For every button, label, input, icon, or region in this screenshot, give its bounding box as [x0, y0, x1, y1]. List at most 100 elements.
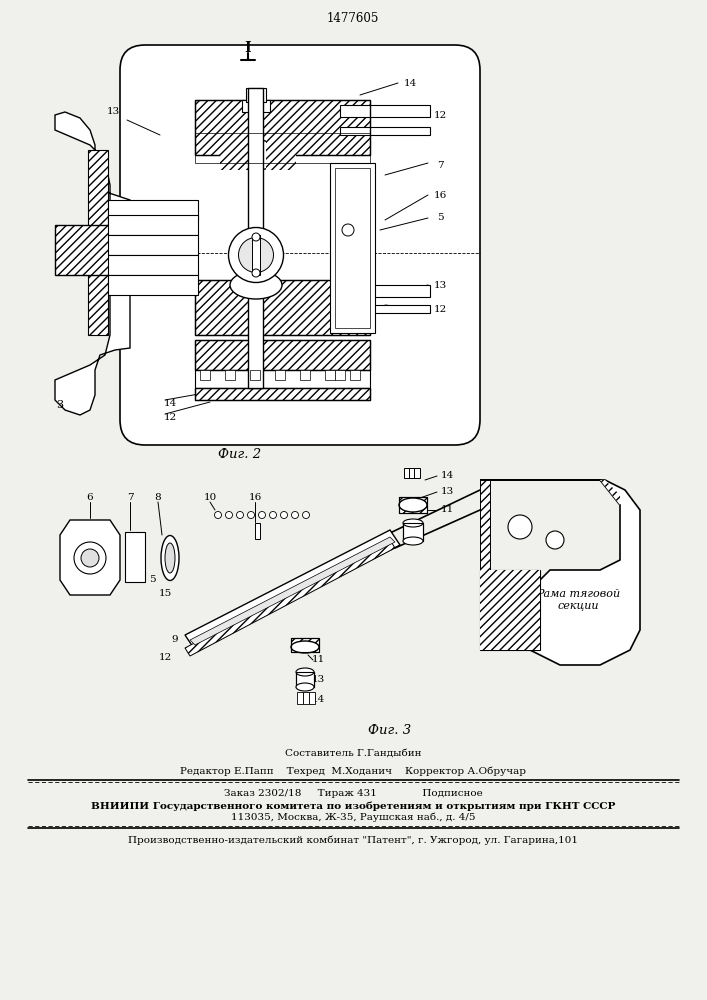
Circle shape — [226, 512, 233, 518]
Bar — [195, 340, 370, 370]
Bar — [225, 370, 235, 380]
Bar — [296, 672, 314, 687]
Text: 12: 12 — [163, 414, 177, 422]
Text: I: I — [245, 41, 251, 55]
Bar — [291, 638, 319, 652]
Bar — [195, 388, 370, 400]
Bar — [399, 497, 427, 513]
Text: 14: 14 — [163, 399, 177, 408]
Bar — [266, 140, 296, 170]
Bar — [399, 497, 427, 513]
Bar — [108, 255, 198, 275]
Bar — [296, 672, 314, 687]
Text: 12: 12 — [158, 654, 172, 662]
Bar — [480, 570, 540, 650]
Bar — [246, 88, 266, 102]
Bar — [330, 163, 375, 333]
Bar — [220, 140, 250, 170]
Circle shape — [247, 512, 255, 518]
Bar — [335, 370, 345, 380]
Text: 5: 5 — [148, 576, 156, 584]
Text: 13: 13 — [311, 676, 325, 684]
Ellipse shape — [403, 519, 423, 527]
Circle shape — [74, 542, 106, 574]
Bar — [480, 570, 540, 650]
Text: 11: 11 — [311, 656, 325, 664]
Polygon shape — [185, 540, 395, 656]
Bar — [242, 100, 270, 112]
Bar — [325, 370, 335, 380]
Circle shape — [546, 531, 564, 549]
Text: 14: 14 — [311, 696, 325, 704]
Bar — [195, 100, 370, 155]
Text: 13: 13 — [433, 280, 447, 290]
Text: 16: 16 — [248, 492, 262, 502]
Bar — [291, 638, 319, 652]
Polygon shape — [185, 530, 400, 650]
Circle shape — [281, 512, 288, 518]
Text: 15: 15 — [158, 588, 172, 597]
Circle shape — [237, 512, 243, 518]
Text: 3: 3 — [57, 400, 64, 410]
Ellipse shape — [230, 271, 282, 299]
Bar — [195, 280, 370, 335]
Text: Редактор Е.Папп    Техред  М.Ходанич    Корректор А.Обручар: Редактор Е.Папп Техред М.Ходанич Коррект… — [180, 766, 526, 776]
Circle shape — [508, 515, 532, 539]
Bar — [108, 275, 198, 295]
Text: Производственно-издательский комбинат "Патент", г. Ужгород, ул. Гагарина,101: Производственно-издательский комбинат "П… — [128, 835, 578, 845]
Polygon shape — [480, 480, 640, 665]
Text: 13: 13 — [440, 488, 454, 496]
Ellipse shape — [228, 228, 284, 282]
Bar — [414, 468, 420, 478]
Bar — [297, 692, 303, 704]
FancyBboxPatch shape — [120, 45, 480, 445]
Circle shape — [214, 512, 221, 518]
Text: 12: 12 — [433, 110, 447, 119]
Polygon shape — [55, 112, 130, 415]
Bar — [108, 235, 198, 255]
Circle shape — [252, 233, 260, 241]
Text: Составитель Г.Гандыбин: Составитель Г.Гандыбин — [285, 748, 421, 758]
Bar — [195, 133, 370, 163]
Circle shape — [81, 549, 99, 567]
Circle shape — [291, 512, 298, 518]
Polygon shape — [60, 520, 120, 595]
Text: 16: 16 — [433, 190, 447, 200]
Bar — [252, 235, 260, 275]
Text: Рама тяговой
секции: Рама тяговой секции — [536, 589, 620, 611]
Bar — [248, 88, 263, 388]
Bar — [88, 150, 108, 335]
Ellipse shape — [238, 237, 274, 272]
Bar — [255, 523, 260, 539]
Circle shape — [269, 512, 276, 518]
Bar — [125, 532, 145, 582]
Text: Фиг. 2: Фиг. 2 — [218, 448, 262, 462]
Text: Фиг. 3: Фиг. 3 — [368, 724, 411, 736]
Bar — [195, 370, 370, 388]
Text: 113035, Москва, Ж-35, Раушская наб., д. 4/5: 113035, Москва, Ж-35, Раушская наб., д. … — [230, 812, 475, 822]
Bar — [404, 468, 410, 478]
Bar — [275, 370, 285, 380]
Bar — [340, 285, 430, 297]
Ellipse shape — [296, 668, 314, 676]
Text: 8: 8 — [155, 492, 161, 502]
Ellipse shape — [165, 543, 175, 573]
Bar — [195, 388, 370, 400]
Text: 10: 10 — [204, 492, 216, 502]
Bar — [108, 215, 198, 235]
Bar — [409, 468, 415, 478]
Text: 12: 12 — [433, 306, 447, 314]
Polygon shape — [480, 480, 620, 505]
Bar — [55, 225, 110, 275]
Bar — [108, 200, 198, 220]
Bar — [340, 127, 430, 135]
Circle shape — [252, 269, 260, 277]
Circle shape — [303, 512, 310, 518]
Text: Заказ 2302/18     Тираж 431              Подписное: Заказ 2302/18 Тираж 431 Подписное — [223, 788, 482, 798]
Ellipse shape — [291, 641, 319, 653]
Text: 7: 7 — [127, 492, 134, 502]
Bar — [200, 370, 210, 380]
Polygon shape — [190, 537, 395, 645]
Bar — [195, 340, 370, 370]
Circle shape — [259, 512, 266, 518]
